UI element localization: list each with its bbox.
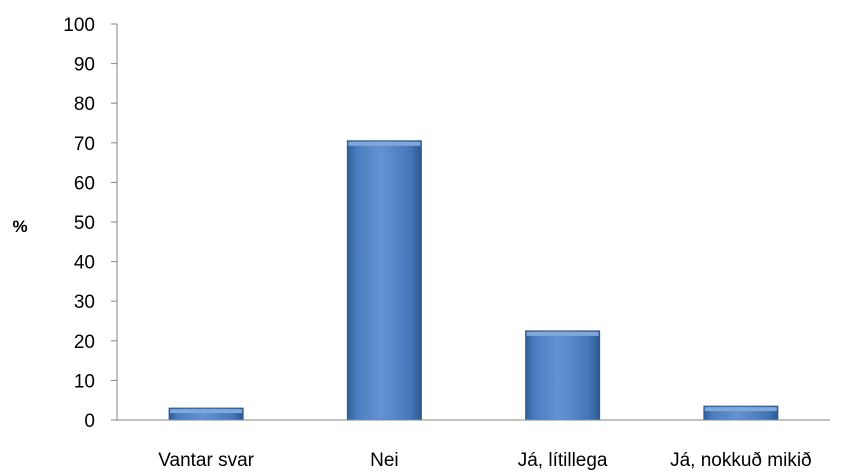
- bar-body: [525, 330, 601, 421]
- bar-top-highlight: [348, 141, 421, 146]
- bar-top-highlight: [526, 331, 599, 336]
- y-tick-label: 40: [74, 253, 95, 274]
- bar-body: [346, 140, 422, 421]
- x-category-label: Nei: [370, 450, 399, 471]
- x-category-label: Já, lítillega: [518, 450, 608, 471]
- y-tick-label: 10: [74, 371, 95, 392]
- bar: [703, 405, 779, 421]
- y-axis-ticks: 0 10 20 30 40 50 60 70 80 90 100: [63, 15, 117, 432]
- bar-top-highlight: [170, 409, 243, 414]
- y-axis-label: %: [12, 217, 27, 236]
- y-tick-label: 90: [74, 55, 95, 76]
- y-tick-label: 0: [84, 411, 95, 432]
- y-tick-label: 50: [74, 213, 95, 234]
- bar: [525, 330, 601, 421]
- y-tick-label: 100: [63, 15, 95, 36]
- bars-group: [168, 140, 779, 421]
- bar: [346, 140, 422, 421]
- y-tick-label: 20: [74, 332, 95, 353]
- bar: [168, 407, 244, 421]
- y-tick-label: 70: [74, 134, 95, 155]
- x-axis-labels: Vantar svar Nei Já, lítillega Já, nokkuð mi…: [158, 450, 811, 471]
- x-category-label: Já, nokkuð mikið: [670, 450, 812, 471]
- y-tick-label: 60: [74, 173, 95, 194]
- y-tick-label: 80: [74, 94, 95, 115]
- bar-top-highlight: [704, 407, 777, 412]
- x-category-label: Vantar svar: [158, 450, 254, 471]
- y-tick-label: 30: [74, 292, 95, 313]
